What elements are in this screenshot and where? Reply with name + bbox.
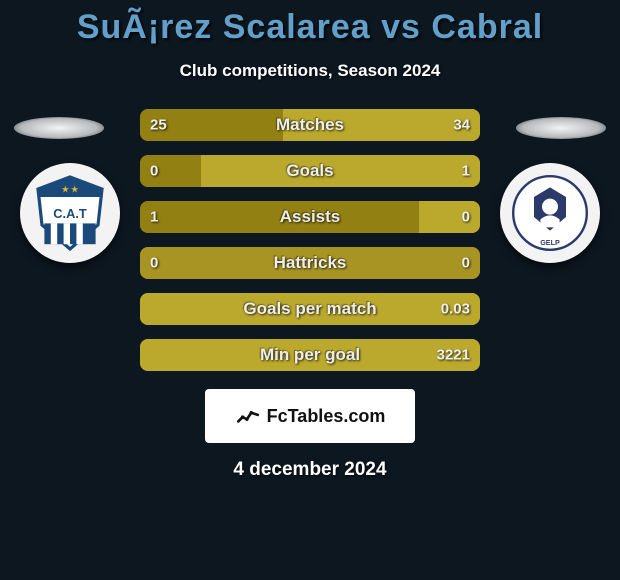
stat-value-right: 0 bbox=[462, 255, 470, 272]
stat-value-right: 3221 bbox=[437, 347, 470, 364]
stat-fill-right bbox=[419, 201, 480, 233]
stat-label: Min per goal bbox=[260, 345, 360, 365]
stat-label: Assists bbox=[280, 207, 340, 227]
svg-text:GELP: GELP bbox=[540, 238, 560, 247]
talleres-crest-icon: ★ ★ C.A.T bbox=[30, 173, 110, 253]
subtitle: Club competitions, Season 2024 bbox=[0, 61, 620, 81]
stat-label: Goals per match bbox=[243, 299, 376, 319]
stat-fill-right bbox=[201, 155, 480, 187]
stat-value-left: 1 bbox=[150, 209, 158, 226]
stat-row: Assists 1 0 bbox=[140, 201, 480, 233]
page-title: SuÃ¡rez Scalarea vs Cabral bbox=[0, 0, 620, 47]
player-shadow-left bbox=[14, 117, 104, 139]
stat-label: Matches bbox=[276, 115, 344, 135]
stat-row: Goals per match 0.03 bbox=[140, 293, 480, 325]
stat-value-right: 34 bbox=[453, 117, 470, 134]
stat-value-left: 0 bbox=[150, 255, 158, 272]
branding-box: FcTables.com bbox=[205, 389, 415, 443]
gimnasia-crest-icon: GELP bbox=[510, 173, 590, 253]
stat-value-right: 0 bbox=[462, 209, 470, 226]
comparison-arena: ★ ★ C.A.T GELP Matches2534Goals01Assists… bbox=[0, 109, 620, 371]
branding-text: FcTables.com bbox=[267, 406, 386, 427]
stat-label: Goals bbox=[286, 161, 333, 181]
stat-bars: Matches2534Goals01Assists10Hattricks00Go… bbox=[140, 109, 480, 371]
svg-text:C.A.T: C.A.T bbox=[53, 206, 87, 221]
svg-text:★ ★: ★ ★ bbox=[62, 185, 79, 194]
team-badge-right: GELP bbox=[500, 163, 600, 263]
stat-row: Hattricks 0 0 bbox=[140, 247, 480, 279]
stat-row: Min per goal 3221 bbox=[140, 339, 480, 371]
stat-value-right: 0.03 bbox=[441, 301, 470, 318]
fctables-logo-icon bbox=[235, 403, 261, 429]
stat-value-left: 25 bbox=[150, 117, 167, 134]
stat-label: Hattricks bbox=[274, 253, 347, 273]
stat-row: Goals 0 1 bbox=[140, 155, 480, 187]
team-badge-left: ★ ★ C.A.T bbox=[20, 163, 120, 263]
stat-value-right: 1 bbox=[462, 163, 470, 180]
stat-row: Matches 25 34 bbox=[140, 109, 480, 141]
player-shadow-right bbox=[516, 117, 606, 139]
date-text: 4 december 2024 bbox=[0, 459, 620, 481]
stat-value-left: 0 bbox=[150, 163, 158, 180]
